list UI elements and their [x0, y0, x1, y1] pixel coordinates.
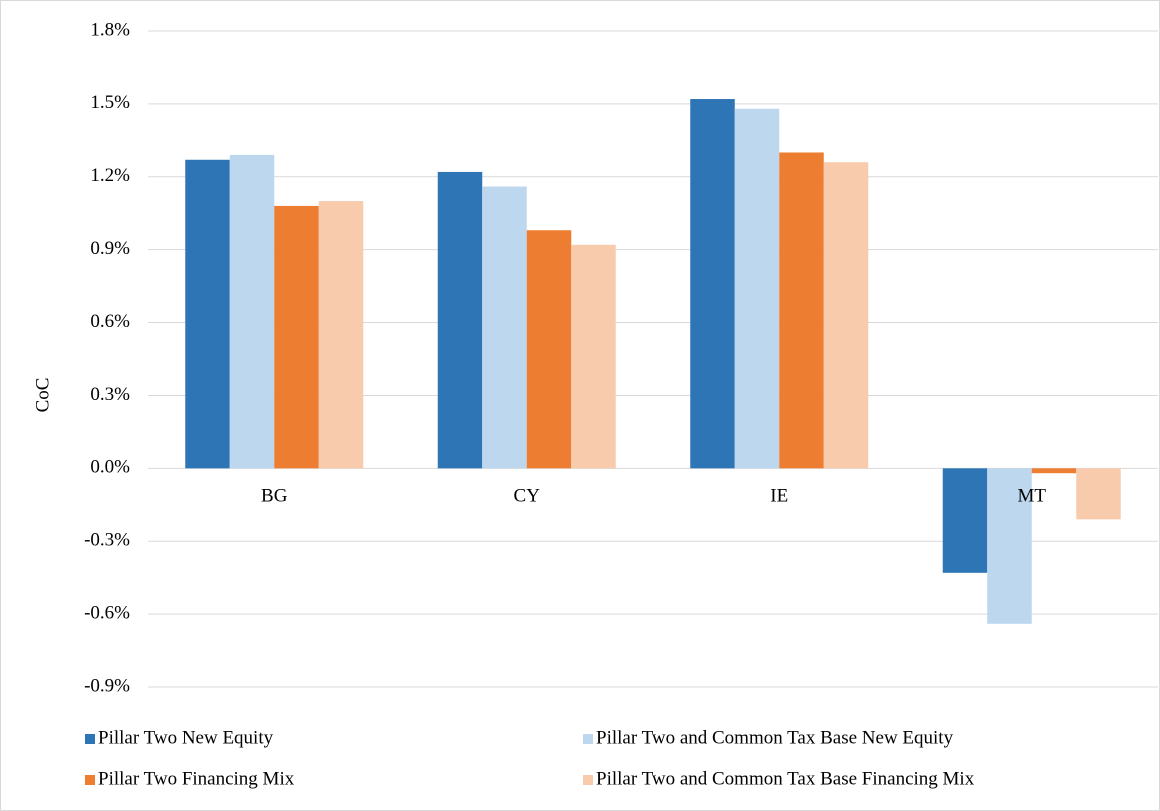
bar [690, 99, 735, 469]
legend-swatch [583, 775, 593, 785]
x-tick-label: CY [514, 486, 541, 507]
y-tick-label: -0.6% [84, 602, 130, 623]
bar [274, 205, 319, 469]
bar [1031, 468, 1077, 474]
y-tick-label: 0.0% [90, 457, 130, 478]
legend-label: Pillar Two Financing Mix [98, 768, 295, 789]
bar [185, 159, 230, 469]
y-tick-label: 1.5% [90, 92, 130, 113]
bar [526, 230, 572, 469]
y-tick-label: 0.3% [90, 384, 130, 405]
bar [987, 468, 1032, 624]
bar [734, 108, 780, 469]
bar [229, 154, 275, 469]
legend-label: Pillar Two New Equity [98, 727, 274, 748]
legend-label: Pillar Two and Common Tax Base New Equit… [596, 727, 954, 748]
legend-swatch [85, 734, 95, 744]
y-tick-label: 0.9% [90, 238, 130, 259]
legend-swatch [85, 775, 95, 785]
bar [779, 152, 824, 469]
legend-label: Pillar Two and Common Tax Base Financing… [596, 768, 975, 789]
x-tick-label: MT [1018, 486, 1047, 507]
x-tick-label: IE [770, 486, 788, 507]
bar [1076, 468, 1121, 520]
y-tick-label: -0.9% [84, 675, 130, 696]
y-axis-label: CoC [32, 378, 53, 413]
x-tick-label: BG [261, 486, 288, 507]
bar [942, 468, 988, 573]
bar [437, 171, 483, 469]
bar [482, 186, 527, 469]
y-tick-label: 1.8% [90, 19, 130, 40]
bar [823, 162, 869, 469]
bar [318, 201, 364, 469]
y-tick-label: 1.2% [90, 165, 130, 186]
y-tick-label: -0.3% [84, 530, 130, 551]
y-tick-label: 0.6% [90, 311, 130, 332]
legend-swatch [583, 734, 593, 744]
bar [571, 244, 616, 469]
